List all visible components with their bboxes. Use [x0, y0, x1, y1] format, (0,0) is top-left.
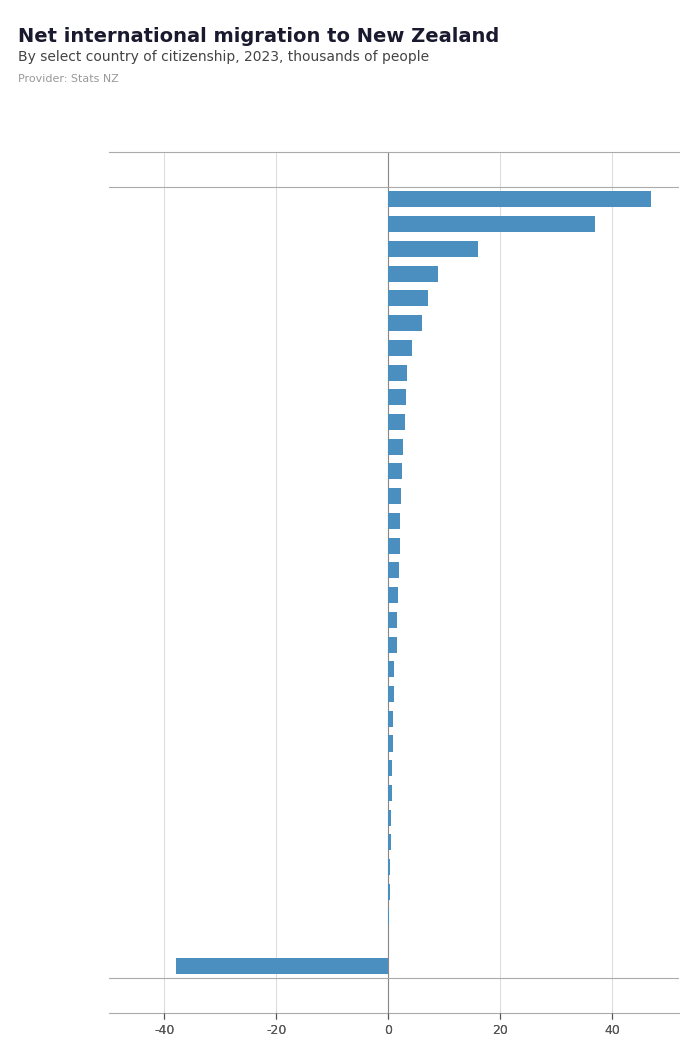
Bar [389, 686, 393, 702]
Bar [389, 463, 402, 480]
Bar [389, 587, 398, 603]
Bar [389, 315, 421, 331]
Bar [389, 488, 401, 504]
Bar [389, 612, 397, 628]
Bar [389, 216, 595, 232]
Bar [389, 240, 477, 257]
Bar [389, 859, 390, 876]
Bar [389, 512, 400, 529]
Bar [389, 835, 391, 850]
Bar [389, 538, 400, 553]
Bar [389, 290, 428, 307]
Bar [389, 662, 394, 677]
Text: figure.nz: figure.nz [583, 17, 659, 32]
Bar [389, 810, 391, 825]
Text: Provider: Stats NZ: Provider: Stats NZ [18, 74, 118, 84]
Bar [389, 191, 651, 208]
Bar [176, 958, 388, 974]
Text: Net international migration to New Zealand: Net international migration to New Zeala… [18, 27, 498, 46]
Bar [389, 735, 393, 752]
Bar [389, 760, 392, 776]
Bar [389, 785, 391, 801]
Bar [389, 266, 438, 281]
Bar [389, 364, 407, 380]
Bar [389, 390, 406, 405]
Bar [389, 884, 390, 900]
Bar [389, 340, 412, 356]
Bar [389, 711, 393, 727]
Text: By select country of citizenship, 2023, thousands of people: By select country of citizenship, 2023, … [18, 50, 428, 64]
Bar [389, 414, 405, 430]
Bar [389, 636, 396, 653]
Bar [389, 563, 399, 579]
Bar [389, 439, 403, 455]
